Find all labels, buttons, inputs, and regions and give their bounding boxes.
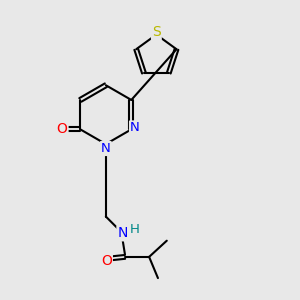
Text: N: N <box>130 122 140 134</box>
Text: N: N <box>101 142 111 155</box>
Text: O: O <box>57 122 68 136</box>
Text: O: O <box>101 254 112 268</box>
Text: H: H <box>130 223 139 236</box>
Text: N: N <box>117 226 128 240</box>
Text: S: S <box>152 25 161 39</box>
